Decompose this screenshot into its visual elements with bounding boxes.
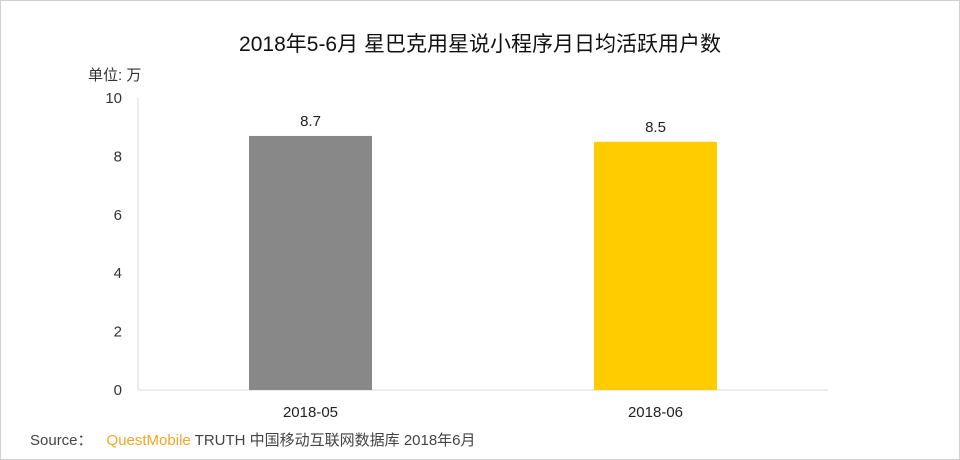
y-tick-label: 4 xyxy=(114,265,122,282)
bar-2018-05 xyxy=(249,135,372,390)
x-tick-label: 2018-05 xyxy=(283,404,338,421)
y-tick-label: 6 xyxy=(114,207,122,224)
chart-title: 2018年5-6月 星巴克用星说小程序月日均活跃用户数 xyxy=(239,33,721,56)
source-prefix: Source： xyxy=(30,432,93,449)
y-tick-label: 8 xyxy=(114,148,122,165)
data-label: 8.5 xyxy=(645,119,666,136)
source-note: Source： QuestMobile TRUTH 中国移动互联网数据库 2018… xyxy=(30,429,476,450)
x-tick-label: 2018-06 xyxy=(628,404,683,421)
y-tick-label: 2 xyxy=(114,324,122,341)
data-label: 8.7 xyxy=(300,113,321,130)
source-rest: TRUTH 中国移动互联网数据库 2018年6月 xyxy=(194,432,476,449)
y-tick-label: 0 xyxy=(114,382,122,399)
unit-label: 单位: 万 xyxy=(88,67,142,84)
y-tick-label: 10 xyxy=(105,90,122,107)
bar-2018-06 xyxy=(594,141,717,390)
source-brand: QuestMobile xyxy=(106,432,191,449)
